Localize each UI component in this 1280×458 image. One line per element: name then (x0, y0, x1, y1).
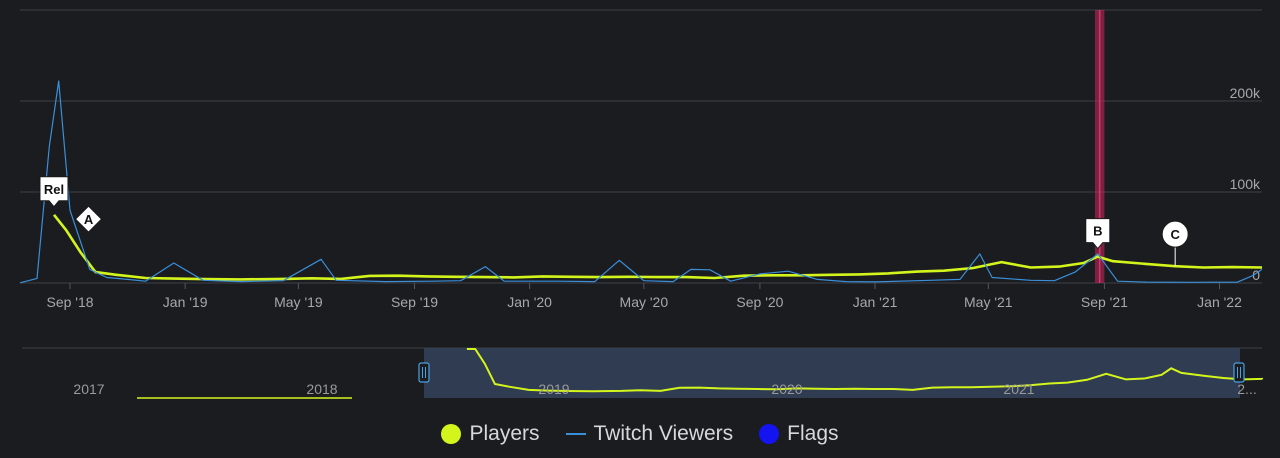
y-tick-label: 0 (1252, 267, 1260, 283)
x-tick-label: May '20 (620, 294, 669, 310)
flag-marker-c: C (1161, 220, 1189, 267)
twitch-legend-marker (565, 433, 586, 435)
x-tick-label: Jan '22 (1197, 294, 1242, 310)
flag-shape (1161, 220, 1189, 248)
legend-item-flags[interactable]: Flags (759, 422, 839, 446)
players-legend-label: Players (469, 422, 540, 445)
flag-shape (74, 205, 103, 233)
flag-label: B (1093, 224, 1102, 239)
y-tick-label: 200k (1230, 85, 1261, 101)
navigator-left-handle[interactable] (418, 362, 430, 383)
twitch-legend-label: Twitch Viewers (593, 422, 734, 445)
navigator-year-label: 2020 (771, 381, 802, 397)
chart-legend: Players Twitch Viewers Flags (0, 418, 1280, 450)
flag-label: Rel (44, 182, 64, 197)
players-series-line (52, 213, 1263, 281)
flag-label: A (84, 212, 94, 227)
navigator-year-label: 2018 (306, 381, 337, 397)
y-tick-label: 100k (1230, 176, 1261, 192)
legend-item-twitch[interactable]: Twitch Viewers (565, 422, 734, 446)
x-tick-label: Sep '18 (46, 294, 93, 310)
navigator-year-label: 2... (1237, 381, 1256, 397)
x-tick-label: Sep '20 (736, 294, 783, 310)
x-tick-label: Jan '21 (853, 294, 898, 310)
flag-shape (39, 176, 69, 208)
navigator-year-label: 2021 (1003, 381, 1034, 397)
flag-shape (1085, 218, 1111, 250)
x-tick-label: May '21 (964, 294, 1013, 310)
x-tick-label: Jan '20 (507, 294, 552, 310)
navigator-right-handle[interactable] (1233, 362, 1245, 383)
twitch-series-line (19, 80, 1263, 284)
navigator-year-label: 2017 (73, 381, 104, 397)
flag-label: C (1170, 227, 1180, 242)
flags-legend-label: Flags (787, 422, 839, 445)
handle-box (418, 362, 430, 383)
flag-marker-b: B (1085, 218, 1111, 250)
legend-item-players[interactable]: Players (441, 422, 540, 446)
handle-box (1233, 362, 1245, 383)
x-tick-label: Sep '19 (391, 294, 438, 310)
x-tick-label: May '19 (274, 294, 323, 310)
flag-marker-a: A (74, 205, 103, 233)
flag-marker-rel: Rel (39, 176, 69, 208)
x-tick-label: Sep '21 (1081, 294, 1128, 310)
players-legend-marker (441, 424, 462, 444)
flags-legend-marker (759, 424, 780, 444)
x-tick-label: Jan '19 (163, 294, 208, 310)
navigator-year-label: 2019 (538, 381, 569, 397)
navigator-players-line (466, 348, 1263, 393)
